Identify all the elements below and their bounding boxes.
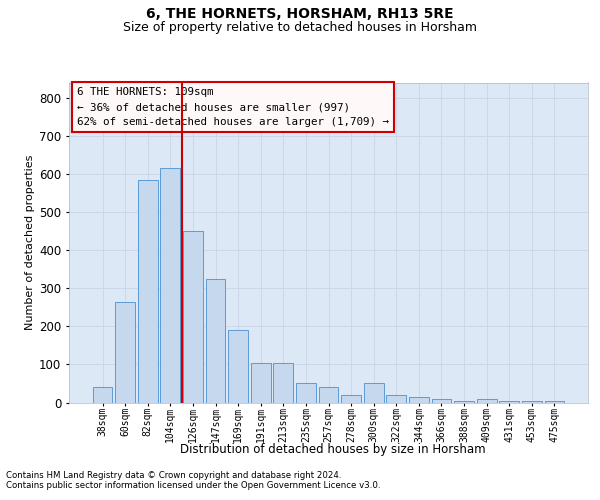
Bar	[92, 388, 112, 402]
Bar	[499, 400, 519, 402]
Bar	[477, 398, 497, 402]
Bar	[183, 231, 203, 402]
Bar	[431, 398, 451, 402]
Text: Size of property relative to detached houses in Horsham: Size of property relative to detached ho…	[123, 21, 477, 34]
Text: 6, THE HORNETS, HORSHAM, RH13 5RE: 6, THE HORNETS, HORSHAM, RH13 5RE	[146, 8, 454, 22]
Bar	[386, 395, 406, 402]
Y-axis label: Number of detached properties: Number of detached properties	[25, 155, 35, 330]
Bar	[364, 384, 383, 402]
Bar	[409, 397, 429, 402]
Text: Contains public sector information licensed under the Open Government Licence v3: Contains public sector information licen…	[6, 481, 380, 490]
Bar	[454, 400, 474, 402]
Bar	[251, 362, 271, 403]
Bar	[274, 362, 293, 403]
Bar	[522, 400, 542, 402]
Bar	[206, 278, 226, 402]
Bar	[319, 388, 338, 402]
Bar	[341, 395, 361, 402]
Bar	[545, 400, 565, 402]
Bar	[138, 180, 158, 402]
Bar	[115, 302, 135, 402]
Bar	[228, 330, 248, 402]
Text: 6 THE HORNETS: 109sqm
← 36% of detached houses are smaller (997)
62% of semi-det: 6 THE HORNETS: 109sqm ← 36% of detached …	[77, 88, 389, 127]
Text: Contains HM Land Registry data © Crown copyright and database right 2024.: Contains HM Land Registry data © Crown c…	[6, 471, 341, 480]
Bar	[160, 168, 180, 402]
Text: Distribution of detached houses by size in Horsham: Distribution of detached houses by size …	[180, 442, 486, 456]
Bar	[296, 384, 316, 402]
